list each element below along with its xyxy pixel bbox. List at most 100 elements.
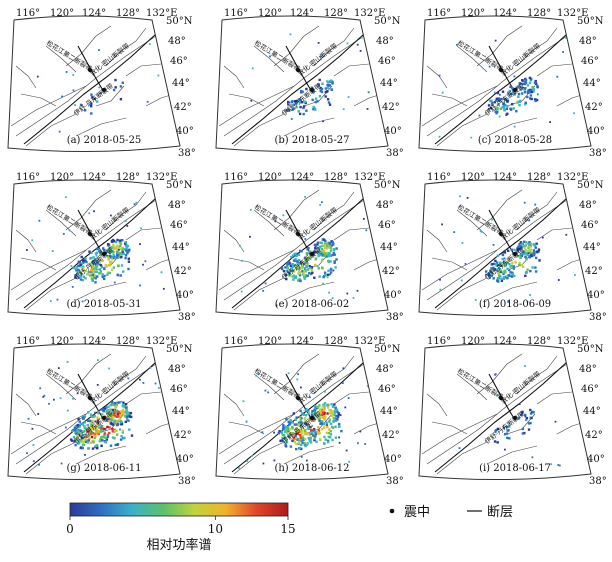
anomaly-speck	[322, 120, 324, 123]
anomaly-cell	[528, 241, 531, 244]
anomaly-cell	[295, 442, 298, 446]
lat-label: 50°N	[374, 180, 401, 191]
anomaly-cell	[91, 419, 94, 422]
anomaly-cell	[307, 427, 311, 431]
anomaly-cell	[320, 247, 324, 251]
anomaly-cell	[106, 409, 109, 412]
anomaly-cell	[499, 264, 502, 267]
anomaly-cell	[331, 438, 334, 442]
anomaly-cell	[291, 265, 295, 268]
anomaly-cell	[488, 276, 491, 279]
fault-line	[516, 191, 558, 231]
anomaly-speck	[574, 274, 576, 276]
anomaly-cell	[506, 277, 509, 280]
anomaly-cell	[87, 439, 90, 442]
anomaly-cell	[124, 420, 127, 423]
anomaly-speck	[165, 391, 168, 393]
anomaly-speck	[57, 367, 60, 369]
anomaly-cell	[318, 404, 321, 407]
anomaly-cell	[523, 413, 527, 417]
fault-line	[15, 229, 37, 253]
anomaly-cell	[295, 430, 298, 433]
fault-line	[223, 229, 245, 253]
anomaly-cell	[81, 278, 84, 282]
anomaly-cell	[119, 274, 122, 277]
anomaly-speck	[113, 281, 116, 284]
anomaly-cell	[82, 275, 86, 278]
anomaly-cell	[335, 418, 338, 421]
anomaly-speck	[341, 382, 344, 384]
anomaly-cell	[302, 106, 305, 110]
anomaly-cell	[319, 422, 322, 425]
anomaly-cell	[84, 440, 88, 443]
anomaly-cell	[318, 413, 322, 416]
anomaly-cell	[75, 265, 78, 269]
anomaly-cell	[92, 271, 95, 275]
anomaly-speck	[71, 286, 74, 288]
anomaly-cell	[99, 271, 102, 274]
anomaly-cell	[93, 436, 97, 439]
anomaly-cell	[323, 254, 327, 258]
anomaly-cell	[311, 409, 314, 413]
anomaly-cell	[126, 418, 129, 421]
anomaly-cell	[308, 266, 312, 270]
anomaly-cell	[321, 416, 324, 419]
anomaly-cell	[527, 246, 530, 249]
anomaly-speck	[142, 382, 145, 384]
anomaly-cell	[106, 435, 110, 439]
anomaly-cell	[518, 85, 521, 89]
anomaly-cell	[124, 406, 128, 409]
lon-label: 116°	[224, 172, 248, 183]
anomaly-speck	[70, 265, 73, 267]
anomaly-cell	[100, 265, 104, 268]
anomaly-cell	[301, 441, 304, 444]
anomaly-speck	[326, 245, 329, 248]
fault-line	[273, 353, 320, 395]
anomaly-cell	[533, 252, 536, 255]
anomaly-speck	[359, 430, 362, 433]
lat-label: 40°	[384, 290, 402, 301]
anomaly-cell	[336, 415, 340, 418]
anomaly-cell	[291, 421, 294, 424]
anomaly-cell	[506, 105, 509, 108]
anomaly-cell	[500, 277, 503, 281]
anomaly-cell	[80, 255, 83, 259]
anomaly-cell	[310, 268, 314, 272]
anomaly-cell	[309, 426, 312, 429]
fault-line	[313, 191, 355, 231]
anomaly-cell	[497, 271, 500, 275]
anomaly-cell	[110, 411, 114, 414]
fault-line	[228, 93, 265, 107]
anomaly-cell	[490, 274, 493, 277]
anomaly-cell	[532, 411, 535, 414]
anomaly-cell	[296, 438, 299, 441]
anomaly-cell	[108, 431, 111, 435]
anomaly-cell	[299, 434, 302, 437]
anomaly-cell	[490, 267, 493, 270]
anomaly-cell	[106, 243, 110, 246]
lon-label: 128°	[324, 172, 348, 183]
anomaly-cell	[308, 417, 312, 420]
anomaly-cell	[100, 425, 104, 428]
anomaly-cell	[328, 420, 331, 423]
anomaly-speck	[135, 201, 138, 204]
anomaly-cell	[318, 78, 321, 82]
anomaly-cell	[334, 406, 337, 409]
anomaly-cell	[101, 429, 104, 432]
anomaly-speck	[356, 289, 359, 292]
anomaly-cell	[117, 264, 120, 268]
anomaly-cell	[516, 255, 520, 258]
anomaly-cell	[316, 431, 319, 434]
anomaly-speck	[518, 403, 521, 405]
anomaly-cell	[296, 260, 299, 263]
fault-line	[273, 189, 320, 231]
panel-caption: (c) 2018-05-28	[478, 135, 552, 146]
anomaly-cell	[327, 431, 330, 435]
anomaly-speck	[117, 443, 120, 445]
anomaly-cell	[130, 415, 133, 419]
anomaly-cell	[494, 429, 498, 432]
anomaly-cell	[534, 79, 537, 83]
lon-label: 120°	[50, 8, 74, 19]
